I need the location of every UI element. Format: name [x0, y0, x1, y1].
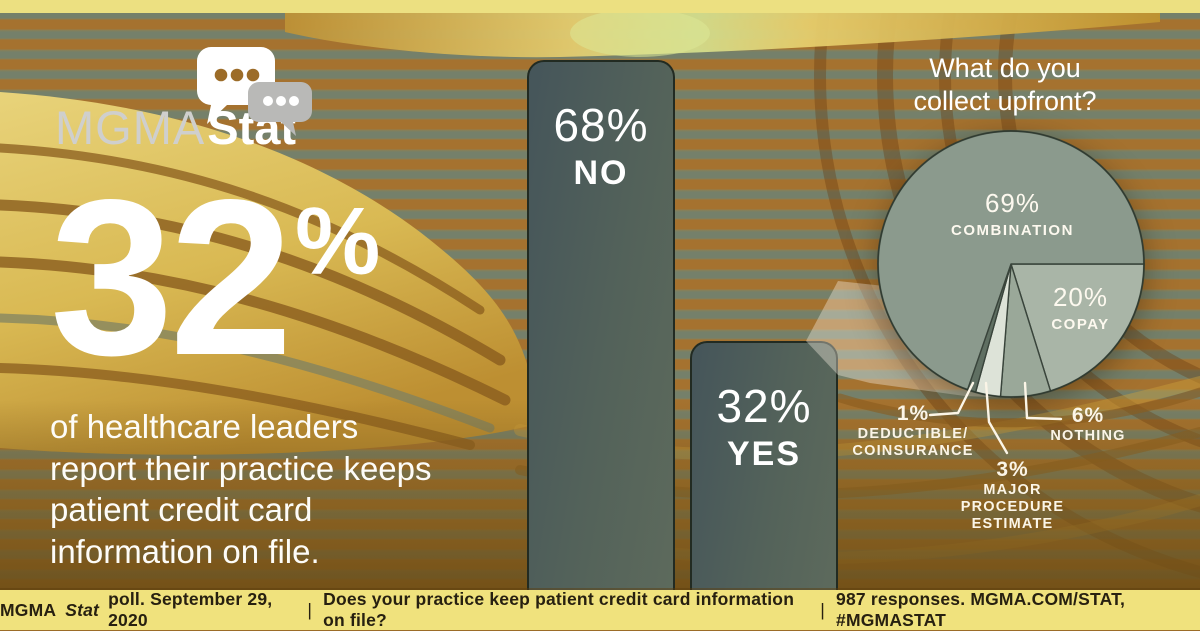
label-nothing-pct: 6%	[1071, 404, 1105, 427]
footer-org: MGMA	[0, 599, 57, 620]
footer-poll-rest: poll. September 29, 2020	[108, 589, 273, 630]
bar-yes-category: YES	[726, 435, 802, 473]
bar-no-value: 68%	[553, 99, 649, 151]
headline: 32 % of healthcare leaders report their …	[50, 154, 450, 573]
label-nothing-name: NOTHING	[1050, 428, 1126, 444]
label-major-line2: PROCEDURE	[960, 499, 1065, 516]
headline-description: of healthcare leaders report their pract…	[50, 408, 432, 570]
label-deductible-line1: DEDUCTIBLE/	[857, 426, 969, 442]
chat-bubbles-icon	[197, 47, 312, 136]
footer-responses: 987 responses. MGMA.COM/STAT, #MGMASTAT	[836, 589, 1126, 630]
pie-title-line2: collect upfront?	[913, 86, 1097, 117]
pie-title: What do you collect upfront?	[845, 52, 1165, 118]
footer-bar: MGMA Stat poll. September 29, 2020 | Doe…	[0, 589, 1200, 630]
top-accent-strip	[0, 0, 1200, 13]
logo-brand: MGMA	[55, 101, 206, 154]
label-major-procedure: 3% MAJOR PROCEDURE ESTIMATE	[940, 458, 1085, 533]
label-major-line1: MAJOR	[983, 482, 1042, 498]
label-copay-pct: 20%	[1052, 282, 1109, 312]
footer-poll-word: Stat	[65, 599, 100, 620]
footer-divider-2: |	[820, 599, 826, 620]
pie-slices	[877, 130, 1145, 398]
headline-stat-unit: %	[294, 188, 381, 295]
bar-no-category: NO	[573, 154, 629, 192]
label-nothing: 6% NOTHING	[1018, 404, 1158, 445]
headline-stat-value: 32	[50, 154, 293, 402]
label-copay-name: COPAY	[1051, 316, 1110, 333]
bar-yes-value: 32%	[716, 380, 812, 432]
label-combination-pct: 69%	[984, 188, 1041, 218]
label-combination-name: COMBINATION	[951, 222, 1074, 239]
label-major-line3: ESTIMATE	[971, 516, 1054, 533]
label-copay: 20% COPAY	[1013, 282, 1148, 333]
footer-divider-1: |	[307, 599, 313, 620]
footer-question: Does your practice keep patient credit c…	[323, 589, 795, 630]
label-combination: 69% COMBINATION	[925, 188, 1100, 239]
label-deductible: 1% DEDUCTIBLE/ COINSURANCE	[833, 402, 993, 460]
label-major-pct: 3%	[996, 458, 1029, 481]
label-deductible-pct: 1%	[896, 402, 930, 425]
bar-no: 68% NO	[527, 60, 675, 590]
pie-title-line1: What do you	[929, 53, 1081, 83]
bar-yes: 32% YES	[690, 341, 838, 590]
pie-chart	[877, 130, 1145, 398]
